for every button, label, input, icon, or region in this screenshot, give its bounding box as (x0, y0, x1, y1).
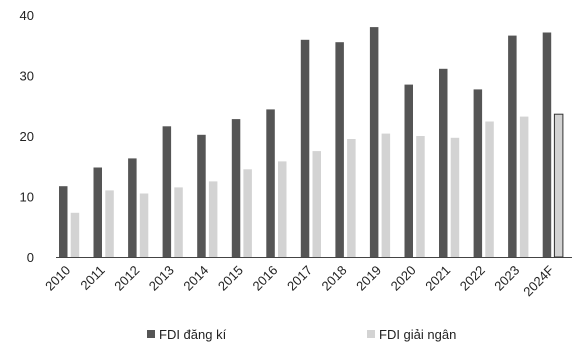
bar-fdi-giai-ngan-2022 (485, 121, 494, 257)
legend: FDI đăng kí FDI giải ngân (147, 327, 456, 342)
bar-fdi-giai-ngan-2019 (381, 133, 391, 257)
bar-fdi-giai-ngan-2010 (70, 212, 80, 257)
bar-fdi-dang-ki-2010 (59, 186, 68, 257)
x-tick-label: 2018 (319, 263, 350, 294)
bar-fdi-giai-ngan-2021 (450, 137, 460, 257)
x-tick-label: 2016 (249, 263, 280, 294)
bar-fdi-giai-ngan-2018 (347, 139, 356, 257)
x-tick-label: 2017 (284, 263, 315, 294)
y-tick-label: 10 (20, 190, 34, 205)
bar-fdi-giai-ngan-2023 (519, 116, 529, 257)
bar-fdi-dang-ki-2019 (369, 27, 379, 257)
bar-fdi-giai-ngan-2014 (208, 181, 218, 257)
bar-fdi-dang-ki-2020 (404, 84, 413, 257)
bar-fdi-dang-ki-2021 (439, 68, 448, 257)
x-tick-label: 2021 (422, 263, 453, 294)
y-tick-label: 40 (20, 8, 34, 23)
legend-label-fdi-dang-ki: FDI đăng kí (159, 327, 227, 342)
bar-fdi-dang-ki-2017 (300, 39, 310, 257)
x-tick-label: 2014 (180, 263, 211, 294)
bar-fdi-giai-ngan-2011 (105, 190, 114, 257)
bar-fdi-dang-ki-2024F (542, 32, 552, 257)
x-tick-label: 2010 (42, 263, 73, 294)
x-tick-label: 2013 (146, 263, 177, 294)
x-tick-label: 2015 (215, 263, 246, 294)
bar-fdi-giai-ngan-2024F (553, 113, 564, 258)
x-tick-label: 2020 (388, 263, 419, 294)
x-tick-label: 2022 (457, 263, 488, 294)
bar-fdi-dang-ki-2015 (231, 119, 241, 257)
bar-fdi-giai-ngan-2016 (278, 161, 287, 257)
bar-fdi-giai-ngan-2012 (139, 193, 149, 257)
bar-fdi-dang-ki-2011 (93, 167, 102, 257)
legend-swatch-fdi-dang-ki (147, 330, 155, 338)
x-axis-ticks: 2010 2011 2012 2013 2014 2015 2016 2017 … (42, 262, 557, 299)
bar-fdi-giai-ngan-2020 (416, 136, 425, 257)
bar-fdi-dang-ki-2014 (197, 134, 206, 257)
bar-fdi-dang-ki-2013 (162, 126, 172, 257)
bar-fdi-dang-ki-2023 (508, 35, 517, 257)
y-axis-ticks: 0 10 20 30 40 (20, 8, 34, 265)
legend-swatch-fdi-giai-ngan (367, 330, 375, 338)
bar-fdi-dang-ki-2018 (335, 42, 344, 258)
y-tick-label: 30 (20, 69, 34, 84)
x-tick-label: 2011 (77, 263, 107, 293)
bar-fdi-dang-ki-2016 (266, 109, 275, 258)
bar-fdi-dang-ki-2012 (128, 158, 137, 257)
bar-fdi-giai-ngan-2015 (243, 169, 252, 257)
bar-fdi-giai-ngan-2013 (174, 187, 183, 257)
bars (59, 27, 564, 258)
y-tick-label: 20 (20, 129, 34, 144)
legend-label-fdi-giai-ngan: FDI giải ngân (379, 327, 456, 342)
x-tick-label: 2023 (491, 263, 522, 294)
x-tick-label: 2019 (353, 263, 384, 294)
x-tick-label: 2012 (111, 263, 142, 294)
y-tick-label: 0 (27, 250, 34, 265)
bar-fdi-dang-ki-2022 (473, 89, 483, 258)
x-tick-label: 2024F (520, 262, 557, 299)
bar-fdi-giai-ngan-2017 (312, 151, 321, 257)
